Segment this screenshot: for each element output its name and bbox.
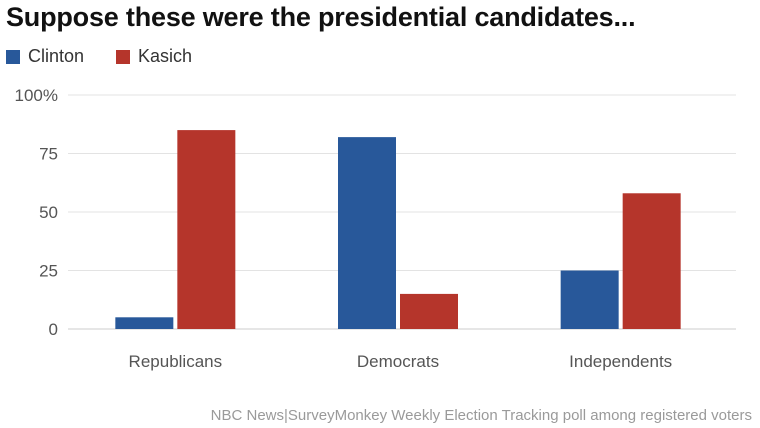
bar-clinton-democrats bbox=[338, 137, 396, 329]
bar-kasich-democrats bbox=[400, 293, 458, 329]
y-tick-label: 50 bbox=[39, 203, 58, 222]
legend-label-kasich: Kasich bbox=[138, 46, 193, 66]
x-tick-label: Independents bbox=[569, 352, 672, 371]
bar-clinton-republicans bbox=[115, 317, 174, 329]
chart-title: Suppose these were the presidential cand… bbox=[6, 2, 636, 32]
y-tick-label: 75 bbox=[39, 145, 58, 164]
legend-label-clinton: Clinton bbox=[28, 46, 85, 66]
legend: Clinton Kasich bbox=[6, 46, 224, 67]
x-tick-label: Democrats bbox=[357, 352, 439, 371]
legend-swatch-kasich bbox=[116, 49, 131, 64]
x-tick-label: Republicans bbox=[129, 352, 223, 371]
bar-clinton-independents bbox=[560, 270, 619, 329]
legend-item-kasich: Kasich bbox=[116, 46, 192, 67]
y-tick-label: 25 bbox=[39, 262, 58, 281]
y-tick-label: 100% bbox=[15, 86, 58, 105]
y-tick-label: 0 bbox=[49, 320, 58, 339]
bar-kasich-republicans bbox=[177, 130, 236, 329]
bar-kasich-independents bbox=[622, 193, 681, 329]
source-note: NBC News|SurveyMonkey Weekly Election Tr… bbox=[210, 407, 752, 424]
legend-swatch-clinton bbox=[6, 49, 20, 64]
legend-item-clinton: Clinton bbox=[6, 46, 84, 67]
